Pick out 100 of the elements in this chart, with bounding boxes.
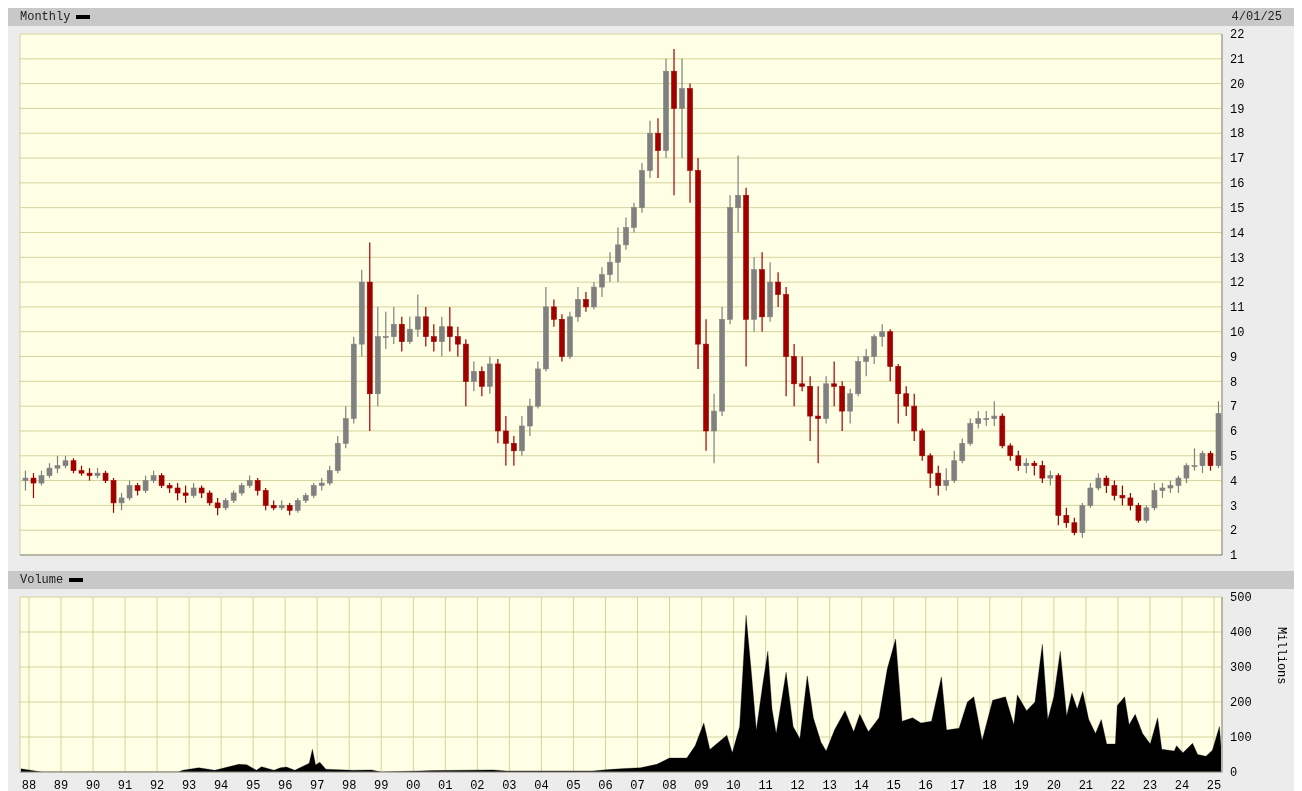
x-tick-label: 03	[502, 778, 517, 791]
x-tick-label: 97	[310, 778, 325, 791]
x-tick-label: 98	[342, 778, 357, 791]
candlestick	[863, 348, 869, 377]
x-tick-label: 15	[886, 778, 901, 791]
y-tick-label: 10	[1230, 325, 1245, 340]
y-tick-label: 0	[1230, 766, 1238, 781]
x-tick-label: 24	[1174, 778, 1190, 791]
x-tick-label: 92	[149, 778, 165, 791]
candlestick	[967, 417, 974, 447]
x-tick-label: 02	[470, 778, 485, 791]
candlestick	[991, 400, 998, 427]
x-tick-label: 20	[1046, 778, 1062, 791]
candlestick	[22, 470, 29, 492]
y-tick-label: 11	[1230, 301, 1245, 316]
x-tick-label: 04	[534, 778, 549, 791]
x-tick-label: 12	[790, 778, 805, 791]
candlestick	[575, 286, 581, 323]
candlestick	[487, 355, 493, 395]
candlestick	[423, 306, 429, 348]
legend-label: Volume	[20, 573, 65, 587]
x-tick-label: 00	[406, 778, 421, 791]
y-tick-label: 9	[1230, 350, 1238, 365]
x-tick-label: 25	[1206, 778, 1222, 791]
x-tick-label: 21	[1078, 778, 1094, 791]
candlestick	[607, 251, 613, 283]
candlestick	[431, 323, 437, 353]
candlestick	[382, 311, 389, 350]
candlestick	[959, 437, 966, 464]
candlestick	[943, 467, 950, 492]
x-tick-label: 10	[726, 778, 741, 791]
y-tick-label: 6	[1230, 425, 1238, 440]
candlestick	[471, 360, 477, 392]
x-tick-label: 91	[117, 778, 133, 791]
x-tick-label: 99	[374, 778, 389, 791]
x-tick-label: 88	[21, 778, 37, 791]
candlestick	[415, 293, 421, 338]
candlestick	[903, 385, 910, 417]
candlestick	[1039, 460, 1046, 484]
x-tick-label: 11	[758, 778, 773, 791]
y-tick-label: 17	[1230, 152, 1245, 167]
y-tick-label: 20	[1230, 77, 1245, 92]
y-tick-label: 22	[1230, 28, 1245, 43]
candlestick	[711, 393, 717, 464]
candlestick	[615, 226, 621, 283]
text: 4/01/25	[1231, 10, 1282, 24]
y-tick-label: 1	[1230, 549, 1238, 564]
candlestick	[1207, 450, 1214, 472]
x-tick-label: 08	[662, 778, 677, 791]
candlestick	[927, 452, 934, 489]
candlestick	[831, 360, 837, 407]
y-tick-label: 8	[1230, 375, 1238, 390]
candlestick	[439, 316, 445, 358]
y-tick-label: 7	[1230, 400, 1238, 415]
x-tick-label: 16	[918, 778, 933, 791]
candlestick	[735, 154, 741, 234]
candlestick	[623, 216, 629, 251]
x-tick-label: 18	[982, 778, 997, 791]
candlestick	[511, 435, 517, 467]
candlestick	[847, 388, 853, 425]
x-tick-label: 05	[566, 778, 581, 791]
x-tick-label: 95	[245, 778, 261, 791]
y-tick-label: 12	[1230, 276, 1245, 291]
y-tick-label: 300	[1230, 661, 1252, 676]
candlestick	[655, 117, 661, 179]
x-tick-label: 93	[181, 778, 197, 791]
candlestick	[447, 306, 453, 353]
y-tick-label: 2	[1230, 524, 1238, 539]
candlestick	[591, 281, 597, 310]
candlestick	[406, 316, 413, 345]
candlestick	[262, 487, 269, 511]
candlestick	[398, 316, 405, 353]
y-tick-label: 15	[1230, 201, 1245, 216]
candlestick	[455, 326, 461, 358]
y-tick-label: 500	[1230, 591, 1252, 606]
candlestick	[527, 398, 533, 437]
candlestick	[879, 323, 885, 348]
x-tick-label: 09	[694, 778, 709, 791]
x-tick-label: 19	[1014, 778, 1030, 791]
x-tick-label: 01	[438, 778, 453, 791]
y-tick-label: 5	[1230, 450, 1238, 465]
x-tick-label: 14	[854, 778, 869, 791]
candlestick	[390, 306, 397, 345]
candlestick	[30, 472, 37, 499]
y-tick-label: 3	[1230, 499, 1238, 514]
candlestick	[871, 333, 877, 365]
x-tick-label: 17	[950, 778, 965, 791]
x-tick-label: 94	[213, 778, 229, 791]
candlestick	[326, 465, 333, 487]
y-tick-label: 21	[1230, 53, 1245, 68]
y-tick-label: 400	[1230, 626, 1252, 641]
x-tick-label: 13	[822, 778, 837, 791]
candlestick	[679, 58, 685, 159]
candlestick	[951, 450, 958, 484]
y-tick-label: 19	[1230, 102, 1245, 117]
x-tick-label: 89	[53, 778, 69, 791]
candlestick	[815, 385, 821, 464]
candlestick	[599, 266, 605, 298]
candlestick	[799, 355, 805, 392]
x-tick-label: 22	[1110, 778, 1126, 791]
